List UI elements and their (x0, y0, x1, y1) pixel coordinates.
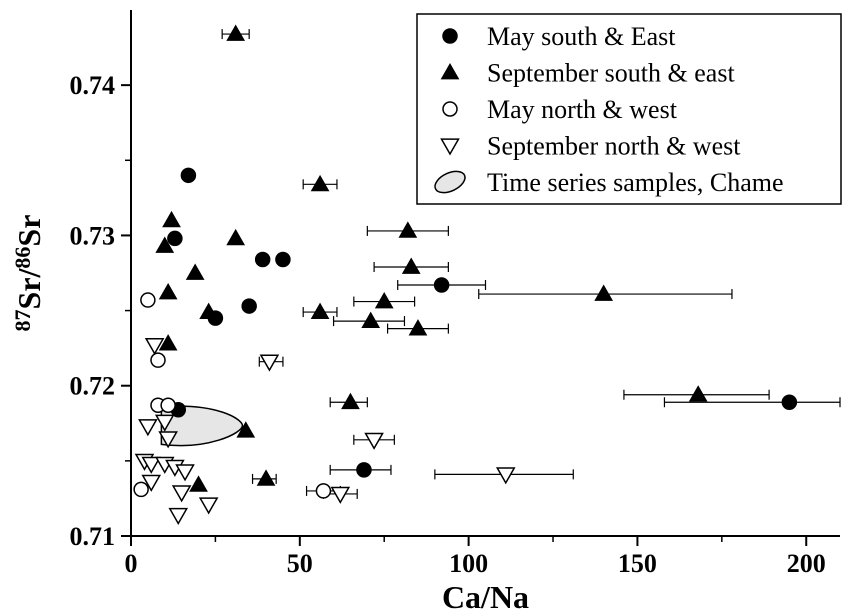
data-point (168, 507, 189, 525)
data-point (374, 292, 394, 309)
data-point (688, 385, 708, 402)
y-title-base-2: Sr (11, 215, 47, 247)
data-point (171, 485, 192, 503)
data-point (160, 397, 176, 414)
x-tick-label: 150 (618, 549, 657, 578)
data-point (256, 469, 276, 486)
data-point (226, 24, 246, 41)
data-markers (133, 24, 798, 525)
data-point (364, 432, 384, 450)
data-point (594, 284, 614, 301)
legend-label: September south & east (487, 59, 735, 88)
y-tick-label: 0.72 (70, 372, 116, 401)
data-point (330, 486, 351, 504)
data-point (175, 464, 195, 482)
data-point (398, 221, 418, 238)
data-point (259, 354, 280, 372)
data-point (433, 277, 450, 293)
data-point (162, 210, 181, 228)
data-point (158, 431, 178, 449)
data-point (138, 419, 158, 437)
data-point (155, 236, 175, 253)
data-point (199, 302, 219, 319)
data-point (315, 483, 332, 499)
data-point (361, 311, 381, 328)
x-axis-title: Ca/Na (442, 579, 529, 615)
data-point (241, 298, 257, 314)
legend-marker (442, 28, 458, 44)
data-point (275, 251, 291, 268)
data-point (401, 257, 421, 274)
y-tick-label: 0.74 (70, 71, 116, 100)
legend-label: May south & East (487, 22, 676, 51)
legend-label: September north & west (487, 132, 741, 161)
legend-marker (440, 138, 460, 156)
data-point (236, 421, 256, 438)
data-point (408, 319, 428, 336)
data-point (781, 394, 798, 410)
y-title-sup-1: 87 (10, 309, 35, 331)
data-point (180, 167, 197, 184)
legend-marker (442, 101, 458, 117)
legend-marker (434, 170, 466, 194)
y-axis-title: 87Sr/86Sr (10, 215, 47, 332)
y-tick-label: 0.73 (70, 221, 116, 250)
data-point (158, 334, 178, 351)
data-point (133, 481, 149, 498)
y-title-sup-2: 86 (10, 247, 35, 269)
data-point (341, 392, 360, 410)
data-point (185, 263, 205, 280)
data-point (150, 352, 166, 368)
data-point (310, 302, 330, 319)
x-tick-label: 100 (449, 549, 488, 578)
legend-box (416, 13, 842, 205)
x-tick-label: 0 (125, 549, 138, 578)
y-title-base-1: Sr/ (11, 267, 47, 309)
data-point (226, 228, 246, 246)
data-point (254, 251, 271, 268)
x-tick-label: 200 (787, 549, 826, 578)
data-point (167, 230, 183, 247)
y-tick-label: 0.71 (70, 522, 116, 551)
data-point (144, 338, 165, 356)
data-point (158, 283, 178, 300)
data-point (189, 475, 208, 492)
data-point (310, 174, 330, 192)
legend: May south & East September south & east Ma… (416, 13, 842, 205)
legend-label: Time series samples, Chame (487, 168, 784, 197)
data-point (356, 462, 372, 478)
data-point (495, 467, 516, 485)
axes: 0 50 100 150 200 0.71 0.72 0.73 0.74 (70, 10, 840, 578)
data-point (140, 292, 156, 308)
legend-marker (440, 62, 460, 80)
data-point (141, 456, 162, 474)
legend-label: May north & west (487, 95, 678, 124)
data-point (154, 414, 175, 432)
x-tick-label: 50 (287, 549, 313, 578)
data-point (141, 474, 162, 492)
data-point (198, 497, 219, 515)
